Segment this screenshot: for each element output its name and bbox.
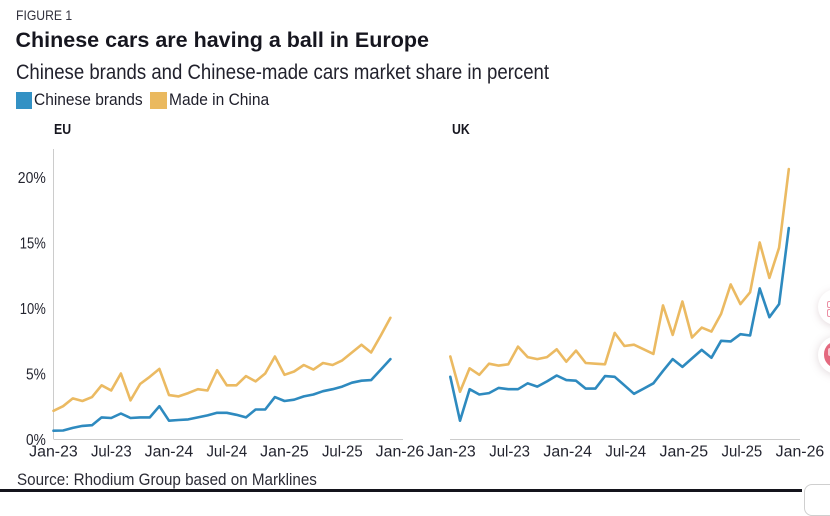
svg-text:Jan-23: Jan-23 <box>427 444 476 461</box>
svg-text:Jul-25: Jul-25 <box>722 444 763 461</box>
svg-text:Jul-23: Jul-23 <box>489 444 530 461</box>
svg-text:Jul-24: Jul-24 <box>605 444 646 461</box>
svg-text:Jan-25: Jan-25 <box>260 444 309 461</box>
svg-text:Jan-26: Jan-26 <box>376 444 425 461</box>
svg-text:Jan-24: Jan-24 <box>543 444 592 461</box>
svg-text:Jan-24: Jan-24 <box>145 444 194 461</box>
svg-text:Jul-25: Jul-25 <box>322 444 363 461</box>
svg-text:Jul-23: Jul-23 <box>91 444 132 461</box>
svg-text:20%: 20% <box>18 170 46 187</box>
svg-text:Jan-25: Jan-25 <box>660 444 709 461</box>
svg-text:Jan-23: Jan-23 <box>29 444 78 461</box>
svg-text:0%: 0% <box>26 432 46 449</box>
svg-text:15%: 15% <box>20 235 46 252</box>
svg-text:Jan-26: Jan-26 <box>776 444 825 461</box>
svg-text:10%: 10% <box>20 301 46 318</box>
svg-text:5%: 5% <box>26 366 46 383</box>
svg-text:Jul-24: Jul-24 <box>206 444 247 461</box>
